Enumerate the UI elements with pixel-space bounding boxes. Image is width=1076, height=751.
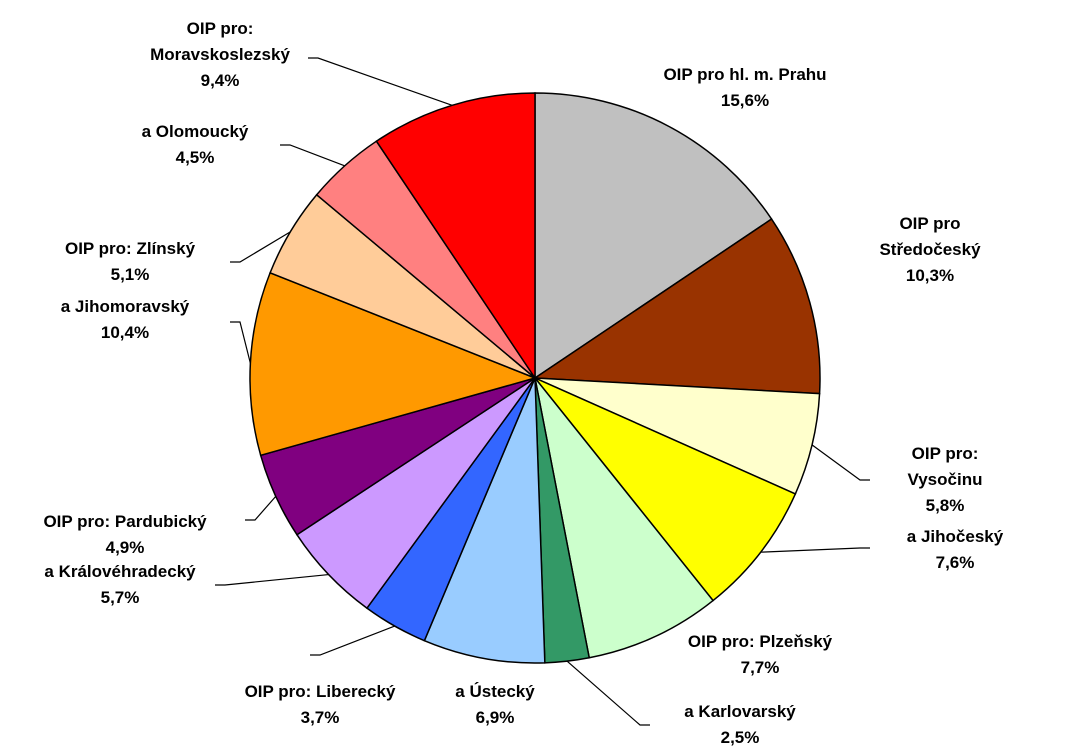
leader-line bbox=[760, 547, 870, 553]
slice-value: 5,8% bbox=[925, 496, 965, 515]
slice-value: 5,7% bbox=[100, 588, 140, 607]
slice-label: a Královéhradecký 5,7% bbox=[44, 559, 195, 611]
slice-name: a Ústecký bbox=[455, 682, 535, 701]
slice-name: OIP pro: Zlínský bbox=[64, 239, 196, 258]
pie-slice bbox=[423, 377, 546, 664]
slice-label: OIP pro Středočeský 10,3% bbox=[857, 211, 1003, 289]
leader-line bbox=[310, 625, 395, 656]
slice-value: 4,5% bbox=[175, 148, 215, 167]
slice-label: OIP pro: Zlínský 5,1% bbox=[65, 236, 195, 288]
slice-value: 3,7% bbox=[300, 708, 340, 727]
pie-slice bbox=[534, 377, 797, 602]
slice-name: a Královéhradecký bbox=[44, 562, 196, 581]
slice-name: a Jihočeský bbox=[906, 527, 1004, 546]
slice-label: OIP pro: Pardubický 4,9% bbox=[43, 509, 206, 561]
leader-line bbox=[280, 144, 345, 167]
slice-label: a Jihomoravský 10,4% bbox=[61, 294, 190, 346]
slice-value: 4,9% bbox=[105, 538, 145, 557]
slice-name: a Olomoucký bbox=[141, 122, 249, 141]
slice-value: 10,4% bbox=[100, 323, 150, 342]
slice-name: a Karlovarský bbox=[684, 702, 796, 721]
slice-label: a Karlovarský 2,5% bbox=[684, 699, 796, 751]
slice-label: OIP pro: Plzeňský 7,7% bbox=[688, 629, 832, 681]
leader-line bbox=[566, 660, 650, 726]
slice-name: a Jihomoravský bbox=[60, 297, 190, 316]
leader-line bbox=[308, 57, 453, 106]
slice-label: OIP pro: Moravskoslezský 9,4% bbox=[150, 16, 290, 94]
slice-name: OIP pro hl. m. Prahu bbox=[663, 65, 827, 84]
slice-value: 10,3% bbox=[905, 266, 955, 285]
slice-name: OIP pro Středočeský bbox=[879, 214, 981, 259]
slice-label: a Olomoucký 4,5% bbox=[142, 119, 249, 171]
slice-name: OIP pro: Liberecký bbox=[244, 682, 396, 701]
pie-slice bbox=[534, 377, 715, 659]
pie-slice bbox=[249, 271, 538, 457]
slice-value: 7,6% bbox=[935, 553, 975, 572]
slice-value: 15,6% bbox=[720, 91, 770, 110]
slice-label: a Jihočeský 7,6% bbox=[907, 524, 1003, 576]
slice-value: 9,4% bbox=[200, 71, 240, 90]
slice-name: OIP pro: Moravskoslezský bbox=[150, 19, 290, 64]
slice-value: 7,7% bbox=[740, 658, 780, 677]
slice-value: 6,9% bbox=[475, 708, 515, 727]
slice-name: OIP pro: Vysočinu bbox=[907, 444, 983, 489]
slice-label: OIP pro hl. m. Prahu 15,6% bbox=[663, 62, 826, 114]
slice-label: OIP pro: Liberecký 3,7% bbox=[245, 679, 396, 731]
slice-name: OIP pro: Pardubický bbox=[43, 512, 207, 531]
leader-line bbox=[230, 321, 251, 364]
slice-name: OIP pro: Plzeňský bbox=[687, 632, 833, 651]
leader-line bbox=[215, 573, 329, 586]
leader-line bbox=[230, 231, 291, 263]
slice-label: a Ústecký 6,9% bbox=[455, 679, 534, 731]
pie-slice bbox=[532, 218, 821, 395]
slice-value: 5,1% bbox=[110, 265, 150, 284]
pie-slice bbox=[534, 92, 773, 380]
leader-line bbox=[811, 444, 870, 481]
slice-value: 2,5% bbox=[720, 728, 760, 747]
leader-line bbox=[245, 495, 277, 521]
slice-label: OIP pro: Vysočinu 5,8% bbox=[880, 441, 1011, 519]
